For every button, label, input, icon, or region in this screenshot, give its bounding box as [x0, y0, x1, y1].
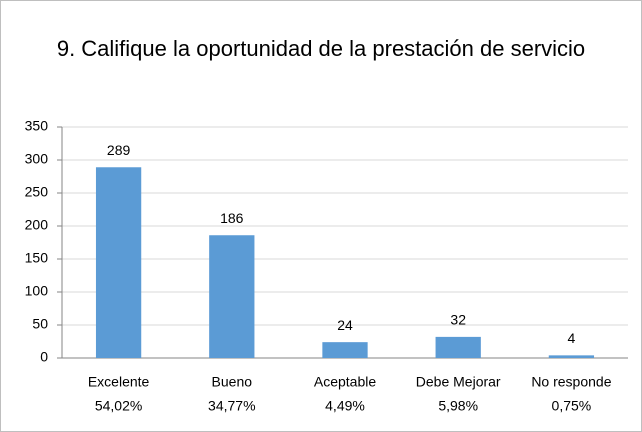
y-tick-label: 50	[32, 316, 48, 332]
data-label: 186	[220, 210, 244, 226]
bar	[435, 336, 481, 358]
y-tick-label: 0	[40, 349, 48, 365]
x-tick-label: Excelente	[88, 374, 150, 390]
x-tick-label: 5,98%	[438, 398, 478, 414]
bar	[209, 235, 255, 358]
x-tick-label: 4,49%	[325, 398, 365, 414]
data-label: 289	[107, 142, 131, 158]
bar	[95, 167, 142, 358]
x-tick-label: Debe Mejorar	[416, 374, 501, 390]
data-label: 24	[337, 317, 353, 333]
y-tick-label: 100	[25, 283, 49, 299]
y-tick-label: 350	[25, 118, 49, 134]
x-tick-label: 54,02%	[95, 398, 142, 414]
y-tick-label: 150	[25, 250, 49, 266]
data-label: 32	[450, 312, 466, 328]
y-tick-label: 300	[25, 151, 49, 167]
y-tick-label: 250	[25, 184, 49, 200]
chart-title: 9. Califique la oportunidad de la presta…	[56, 36, 586, 61]
x-tick-label: No responde	[531, 374, 611, 390]
bar	[322, 342, 368, 358]
x-tick-label: Bueno	[212, 374, 253, 390]
x-tick-label: Aceptable	[314, 374, 376, 390]
x-tick-label: 0,75%	[552, 398, 592, 414]
data-label: 4	[568, 330, 576, 346]
y-tick-label: 200	[25, 217, 49, 233]
bar	[548, 355, 595, 358]
x-tick-label: 34,77%	[208, 398, 255, 414]
